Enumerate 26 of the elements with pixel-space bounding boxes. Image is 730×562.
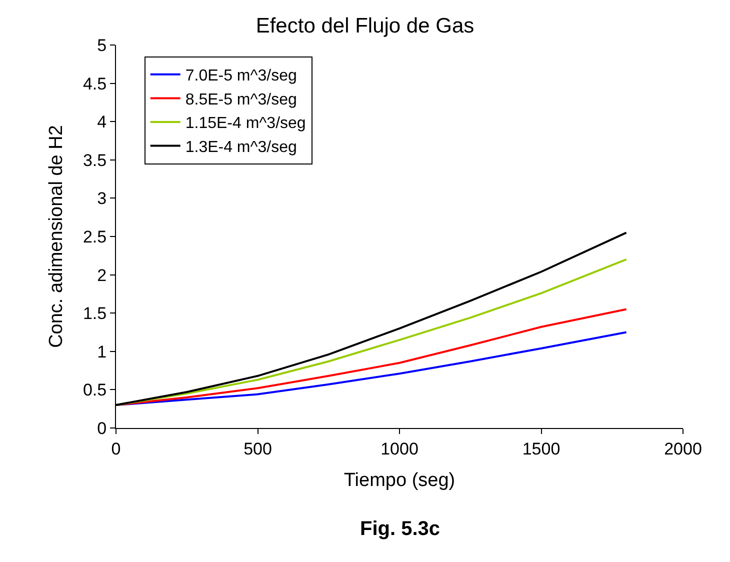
x-tick-label: 1000 [380, 439, 418, 458]
legend-label: 7.0E-5 m^3/seg [185, 68, 297, 85]
y-tick-label: 0.5 [82, 380, 107, 400]
y-tick-label: 3 [97, 189, 107, 208]
x-tick-label: 500 [244, 439, 272, 458]
line-series [116, 331, 628, 406]
legend-label: 8.5E-5 m^3/seg [185, 91, 297, 108]
x-tick-label: 0 [111, 439, 121, 458]
x-tick-label: 2000 [664, 439, 702, 458]
y-tick-label: 4.5 [82, 74, 107, 94]
y-tick-label: 0 [97, 418, 107, 438]
chart-title: Efecto del Flujo de Gas [256, 14, 474, 38]
y-tick-label: 1.5 [82, 304, 107, 324]
y-tick-label: 4 [97, 112, 107, 132]
y-tick-label: 1 [97, 342, 107, 362]
x-tick-label: 1500 [522, 439, 560, 458]
legend-label: 1.15E-4 m^3/seg [185, 115, 306, 132]
y-tick-label: 5 [97, 36, 107, 55]
x-axis-title: Tiempo (seg) [344, 470, 456, 492]
caption: Fig. 5.3c [360, 518, 440, 540]
legend-label: 1.3E-4 m^3/seg [185, 139, 297, 156]
y-axis-title: Conc. adimensional de H2 [46, 125, 67, 348]
line-series [116, 308, 628, 406]
y-tick-label: 2 [97, 266, 107, 285]
y-tick-label: 3.5 [82, 150, 107, 170]
y-tick-label: 2.5 [82, 227, 107, 246]
